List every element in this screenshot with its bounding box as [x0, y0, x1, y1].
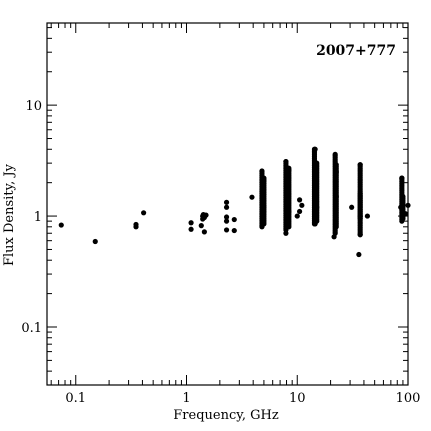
- data-point: [198, 223, 204, 229]
- data-point: [283, 158, 289, 165]
- data-point: [312, 146, 318, 152]
- data-point: [201, 229, 207, 235]
- y-axis-label: Flux Density, Jy: [2, 163, 17, 266]
- data-point: [332, 230, 338, 236]
- y-tick-label: 0.1: [21, 321, 42, 336]
- data-point: [133, 221, 139, 228]
- data-point: [58, 222, 64, 228]
- data-point: [141, 210, 147, 216]
- data-point: [332, 151, 338, 157]
- tick-labels: 0.1 1 10 100 0.1 1 10: [21, 99, 420, 406]
- source-name-label: 2007+777: [316, 43, 396, 59]
- x-axis-label: Frequency, GHz: [173, 408, 279, 423]
- data-point: [259, 224, 265, 230]
- data-point: [312, 221, 318, 227]
- x-tick-label: 100: [396, 391, 421, 406]
- data-point: [299, 202, 305, 208]
- data-point: [357, 232, 363, 238]
- data-point: [349, 204, 355, 210]
- data-point: [283, 230, 289, 236]
- data-point: [364, 213, 371, 219]
- data-point: [223, 227, 230, 233]
- data-point: [357, 213, 363, 219]
- data-points: [58, 146, 411, 258]
- x-tick-label: 1: [182, 391, 190, 406]
- data-point: [92, 238, 98, 245]
- data-point: [333, 169, 339, 175]
- y-tick-label: 10: [25, 99, 42, 114]
- data-point: [261, 177, 267, 183]
- data-point: [314, 160, 320, 166]
- data-point: [188, 220, 194, 226]
- data-point: [398, 204, 404, 210]
- data-point: [203, 212, 209, 218]
- data-point: [356, 251, 362, 258]
- data-point: [402, 211, 409, 217]
- data-point: [314, 204, 320, 210]
- data-point: [223, 214, 230, 220]
- data-point: [286, 167, 292, 173]
- x-tick-label: 0.1: [65, 391, 86, 406]
- data-point: [249, 194, 255, 200]
- data-point: [357, 162, 363, 168]
- data-point: [223, 218, 230, 224]
- data-point: [261, 204, 267, 210]
- data-point: [294, 213, 300, 219]
- data-point: [400, 193, 406, 200]
- data-point: [296, 208, 303, 215]
- data-point: [400, 215, 406, 222]
- data-point: [223, 204, 230, 210]
- axis-ticks: [47, 23, 409, 386]
- data-point: [259, 168, 265, 174]
- y-tick-label: 1: [34, 210, 42, 225]
- data-point: [333, 193, 339, 200]
- data-point: [231, 227, 237, 234]
- data-point: [223, 199, 230, 205]
- data-point: [231, 216, 237, 223]
- data-point: [357, 190, 363, 197]
- data-point: [188, 226, 194, 232]
- data-point: [399, 175, 405, 181]
- data-point: [286, 208, 292, 215]
- plot-frame: [46, 22, 409, 386]
- x-tick-label: 10: [289, 391, 306, 406]
- data-point: [296, 197, 303, 203]
- data-point: [333, 162, 339, 168]
